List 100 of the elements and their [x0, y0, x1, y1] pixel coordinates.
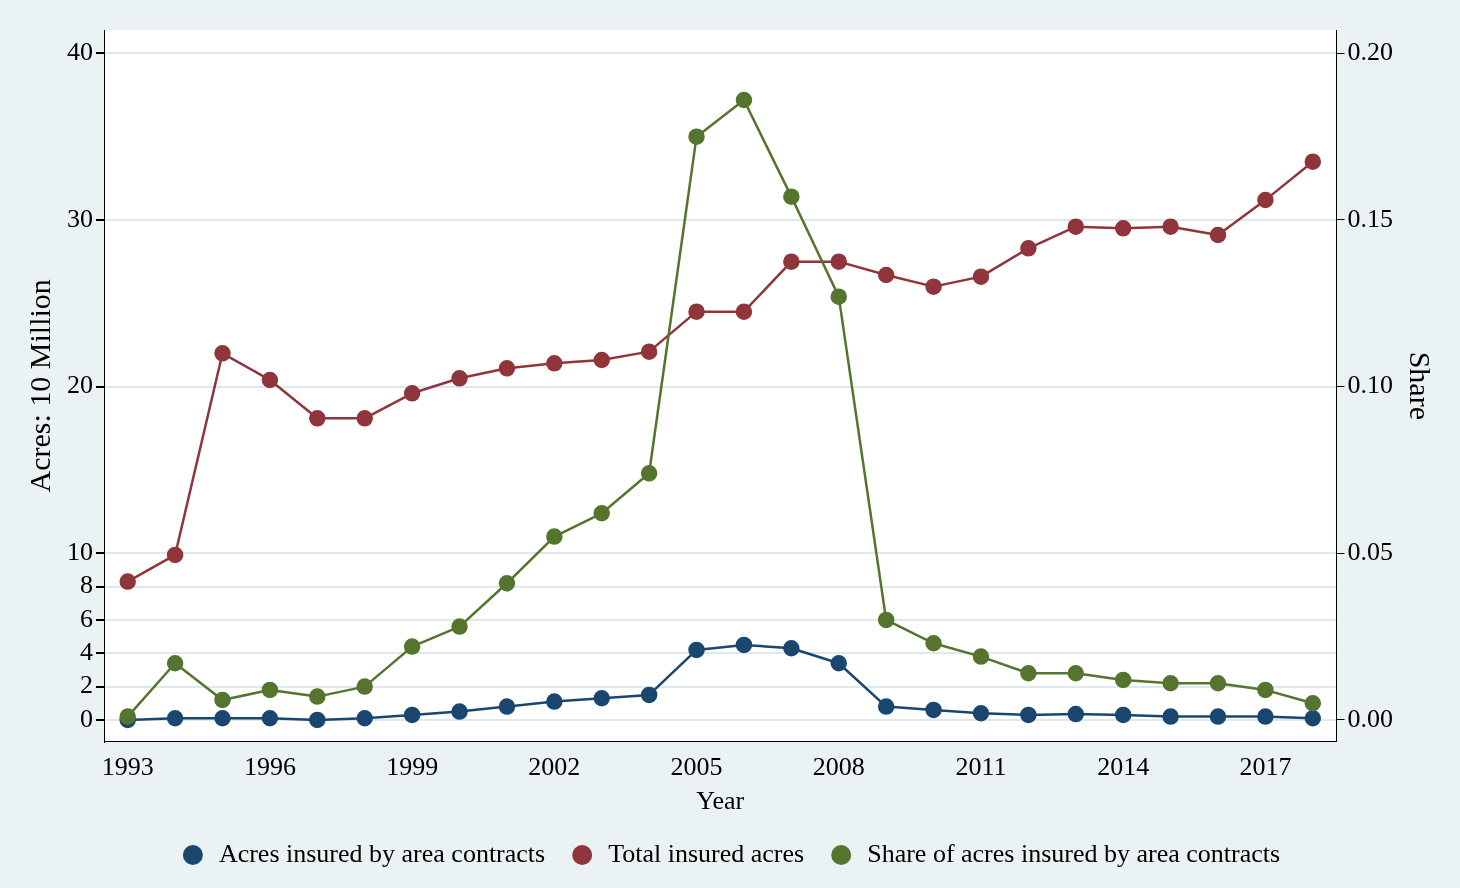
- x-tick-label: 1996: [243, 752, 296, 782]
- y-tick-label: 40: [67, 37, 93, 67]
- point: [1114, 671, 1132, 689]
- x-tick-label: 2011: [955, 752, 1007, 782]
- point: [925, 701, 942, 719]
- y-tick-label: 0: [80, 703, 93, 733]
- point: [451, 703, 468, 720]
- point: [1257, 681, 1274, 699]
- point: [1209, 226, 1227, 244]
- point: [1067, 218, 1085, 235]
- y-tick-label: 8: [80, 570, 93, 600]
- point: [877, 611, 895, 629]
- point: [166, 710, 184, 727]
- y2-tick-label: 0.00: [1347, 703, 1393, 733]
- point: [593, 351, 610, 369]
- point: [1209, 675, 1227, 692]
- point: [119, 708, 136, 725]
- point: [546, 528, 563, 545]
- y-axis-title: Acres: 10 Million: [22, 279, 56, 493]
- point: [783, 253, 800, 270]
- point: [1304, 695, 1322, 712]
- y-tick-label: 10: [67, 537, 93, 567]
- point: [1304, 153, 1322, 170]
- y-tick-label: 30: [67, 203, 93, 233]
- point: [640, 465, 658, 482]
- point: [498, 698, 516, 715]
- point: [925, 278, 942, 295]
- y-tick-label: 4: [80, 637, 93, 667]
- point: [640, 686, 658, 704]
- point: [166, 655, 184, 672]
- x-tick-label: 2002: [528, 752, 581, 782]
- point: [640, 343, 658, 360]
- point: [451, 370, 468, 387]
- point: [972, 648, 990, 665]
- point: [1162, 218, 1179, 235]
- y2-tick-label: 0.15: [1347, 203, 1393, 233]
- point: [451, 618, 468, 635]
- point: [1067, 665, 1085, 682]
- x-tick-label: 2008: [812, 752, 865, 782]
- point: [735, 91, 753, 109]
- point: [498, 360, 516, 377]
- point: [1304, 710, 1322, 727]
- point: [1114, 706, 1132, 724]
- point: [261, 710, 279, 727]
- point: [688, 641, 705, 659]
- x-axis-title: Year: [696, 786, 745, 816]
- point: [1209, 708, 1227, 725]
- y2-tick-label: 0.05: [1347, 537, 1393, 567]
- point: [403, 638, 421, 655]
- point: [877, 266, 895, 284]
- point: [1067, 705, 1085, 723]
- x-tick-label: 1993: [101, 752, 154, 782]
- point: [546, 355, 563, 372]
- legend-label: Acres insured by area contracts: [218, 838, 546, 868]
- x-tick-label: 1999: [386, 752, 439, 782]
- y2-tick-label: 0.20: [1347, 37, 1393, 67]
- y2-tick-label: 0.10: [1347, 370, 1393, 400]
- point: [830, 655, 848, 672]
- y-tick-label: 6: [80, 603, 93, 633]
- x-tick-label: 2014: [1097, 752, 1150, 782]
- point: [735, 303, 753, 320]
- point: [688, 303, 705, 320]
- x-tick-label: 2005: [670, 752, 723, 782]
- x-tick-label: 2017: [1239, 752, 1292, 782]
- point: [403, 385, 421, 402]
- point: [214, 710, 231, 727]
- point: [830, 288, 848, 305]
- point: [1114, 220, 1132, 237]
- y-tick-label: 20: [67, 370, 93, 400]
- point: [1257, 191, 1274, 209]
- point: [972, 705, 990, 722]
- point: [166, 546, 184, 564]
- point: [356, 710, 373, 727]
- legend-label: Total insured acres: [608, 838, 805, 868]
- legend-label: Share of acres insured by area contracts: [867, 838, 1281, 868]
- point: [546, 693, 563, 710]
- point: [925, 635, 942, 652]
- point: [735, 636, 753, 654]
- point: [593, 690, 610, 707]
- point: [1162, 675, 1179, 692]
- point: [309, 688, 326, 705]
- point: [688, 128, 705, 145]
- point: [783, 640, 800, 657]
- point: [356, 410, 373, 427]
- point: [309, 711, 326, 729]
- point: [1257, 708, 1274, 725]
- point: [356, 678, 373, 695]
- point: [1162, 708, 1179, 725]
- point: [972, 268, 990, 285]
- point: [214, 691, 231, 709]
- point: [119, 573, 136, 590]
- point: [1020, 240, 1037, 257]
- point: [261, 371, 279, 389]
- point: [214, 345, 231, 362]
- point: [593, 505, 610, 522]
- point: [830, 253, 848, 270]
- y-tick-label: 2: [80, 670, 93, 700]
- point: [403, 706, 421, 724]
- point: [1020, 706, 1037, 724]
- point: [877, 698, 895, 715]
